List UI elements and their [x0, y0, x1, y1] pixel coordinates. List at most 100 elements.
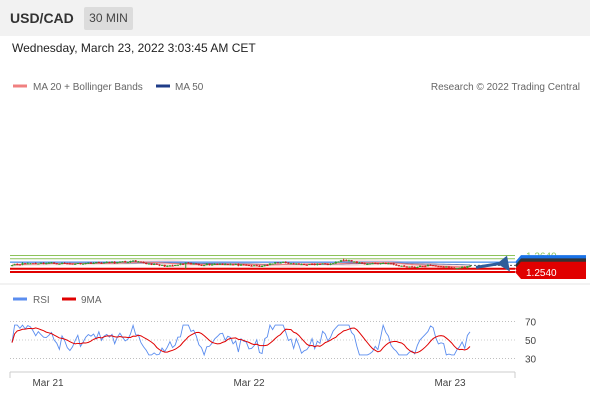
candle-body — [384, 263, 387, 265]
candle-body — [47, 262, 51, 264]
price-level-label: 1.2540 — [526, 268, 557, 279]
candle-body — [21, 263, 24, 265]
candle-body — [234, 264, 237, 266]
candle-body — [274, 262, 277, 264]
rsi-plot-area: 70 50 30 — [10, 317, 537, 366]
candle-body — [221, 263, 224, 265]
rsi-ma9-line — [11, 327, 471, 354]
x-tick-label: Mar 21 — [32, 378, 64, 389]
candle-body — [447, 266, 451, 268]
candle-body — [334, 261, 337, 264]
candle-body — [366, 263, 369, 265]
candle-body — [321, 263, 324, 265]
candle-body — [426, 264, 430, 267]
candle-body — [397, 265, 401, 267]
candle-body — [453, 267, 456, 269]
candle-body — [434, 265, 437, 267]
candle-body — [31, 263, 35, 265]
candle-body — [363, 263, 366, 265]
candle-body — [302, 264, 306, 266]
candle-body — [95, 262, 98, 264]
rsi-legend-label: RSI — [33, 295, 50, 306]
candle-body — [139, 261, 143, 263]
candle-body — [376, 263, 380, 265]
candle-body — [402, 265, 406, 267]
candle-body — [387, 263, 390, 265]
forecast-arrow-head — [497, 255, 510, 272]
candle-body — [416, 267, 419, 269]
candle-body — [126, 262, 130, 264]
candle-body — [187, 262, 190, 264]
candle-body — [200, 264, 203, 266]
candle-body — [210, 264, 214, 266]
candle-body — [168, 265, 172, 267]
candle-body — [142, 262, 145, 264]
candle-body — [295, 263, 298, 265]
candle-body — [379, 263, 382, 265]
rsi-tick-label: 30 — [525, 355, 537, 366]
credit-label: Research © 2022 Trading Central — [431, 82, 580, 93]
timeframe-badge[interactable]: 30 MIN — [84, 7, 133, 30]
candle-body — [329, 263, 332, 265]
candle-body — [355, 261, 359, 263]
candle-body — [389, 263, 393, 265]
candle-body — [45, 263, 48, 265]
candle-body — [418, 266, 422, 268]
candle-body — [89, 262, 93, 264]
candle-body — [113, 261, 116, 264]
candle-body — [224, 264, 227, 266]
candle-body — [287, 262, 290, 264]
candle-body — [331, 263, 335, 265]
candle-body — [292, 263, 295, 265]
candle-body — [68, 263, 72, 265]
candle-body — [134, 260, 137, 262]
candle-body — [213, 263, 216, 265]
candle-body — [55, 263, 58, 265]
candle-body — [466, 266, 469, 268]
candle-body — [60, 263, 64, 265]
candle-body — [424, 266, 427, 268]
candle-body — [87, 262, 90, 264]
ma20-legend-label: MA 20 + Bollinger Bands — [33, 82, 143, 93]
candle-body — [26, 263, 29, 265]
candle-body — [289, 263, 293, 265]
candle-body — [176, 264, 180, 266]
candle-body — [413, 266, 416, 268]
candle-body — [181, 263, 185, 265]
candle-body — [345, 260, 348, 262]
candle-body — [360, 262, 364, 264]
candle-body — [442, 266, 445, 268]
candle-body — [79, 262, 82, 265]
candle-body — [145, 263, 148, 265]
candle-body — [226, 264, 230, 266]
candle-body — [410, 266, 414, 268]
candle-body — [313, 263, 316, 265]
candle-body — [266, 264, 269, 266]
candle-body — [239, 264, 243, 266]
candle-body — [381, 263, 385, 265]
candle-body — [395, 264, 398, 266]
candle-body — [339, 260, 343, 262]
candle-body — [263, 265, 266, 267]
candle-body — [318, 263, 322, 265]
candle-body — [371, 263, 374, 265]
candle-body — [195, 263, 198, 265]
candle-body — [123, 261, 127, 263]
candle-body — [358, 262, 361, 264]
candle-body — [250, 265, 253, 267]
candle-body — [297, 263, 301, 265]
candle-body — [308, 264, 311, 266]
candle-body — [63, 262, 66, 264]
price-level-tag — [515, 265, 586, 279]
candle-body — [166, 265, 169, 267]
candle-body — [84, 263, 87, 265]
candle-body — [189, 262, 193, 264]
candle-body — [408, 266, 411, 268]
candle-body — [100, 262, 103, 264]
candle-body — [392, 263, 395, 265]
candle-body — [147, 263, 151, 265]
candle-body — [400, 265, 403, 267]
candle-body — [242, 264, 245, 266]
candle-body — [205, 263, 208, 266]
